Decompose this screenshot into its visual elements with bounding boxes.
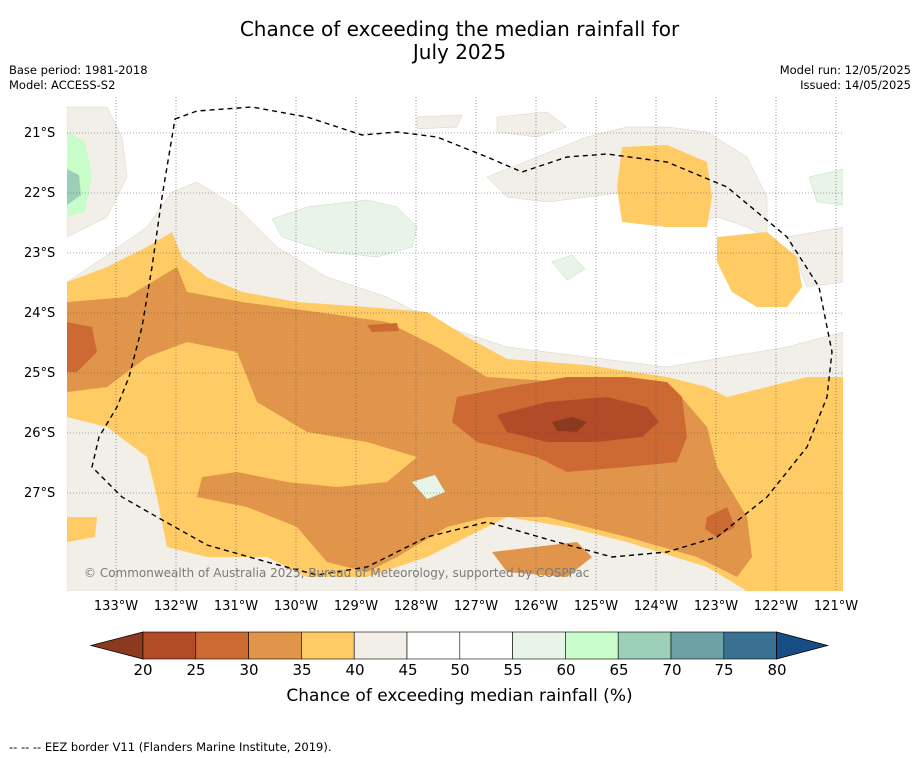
colorbar-segment	[565, 631, 619, 660]
eez-legend-text: -- -- -- EEZ border V11 (Flanders Marine…	[9, 740, 332, 754]
colorbar-tick: 65	[609, 661, 629, 679]
rainfall-map	[67, 97, 843, 591]
lon-label-123w: 123°W	[693, 599, 739, 614]
copyright-text: © Commonwealth of Australia 2025, Bureau…	[84, 566, 590, 580]
colorbar-segment	[142, 631, 197, 660]
lon-label-128w: 128°W	[393, 599, 439, 614]
meta-right: Model run: 12/05/2025 Issued: 14/05/2025	[780, 63, 911, 93]
colorbar-tick: 20	[133, 661, 153, 679]
lon-label-133w: 133°W	[93, 599, 139, 614]
eez-border	[91, 106, 833, 576]
colorbar-segment	[195, 631, 249, 660]
colorbar-tick: 35	[292, 661, 312, 679]
band-65-70	[67, 169, 81, 205]
map-title: Chance of exceeding the median rainfall …	[0, 18, 919, 64]
colorbar-tick: 40	[345, 661, 365, 679]
lat-label-25s: 25°S	[24, 366, 56, 381]
colorbar-arrow-min	[90, 631, 144, 660]
band-below-20	[552, 417, 587, 432]
model-text: Model: ACCESS-S2	[9, 78, 116, 92]
colorbar-segment	[406, 631, 461, 660]
lon-label-124w: 124°W	[633, 599, 679, 614]
colorbar-segment	[617, 631, 672, 660]
colorbar-segment	[512, 631, 566, 660]
lat-label-26s: 26°S	[24, 426, 56, 441]
title-line-2: July 2025	[412, 40, 507, 64]
colorbar-segment	[248, 631, 302, 660]
lat-label-23s: 23°S	[24, 246, 56, 261]
colorbar-segment	[670, 631, 725, 660]
lat-label-21s: 21°S	[24, 126, 56, 141]
lon-label-126w: 126°W	[513, 599, 559, 614]
colorbar-tick: 45	[398, 661, 418, 679]
lon-label-125w: 125°W	[573, 599, 619, 614]
colorbar-tick: 75	[714, 661, 734, 679]
issued-text: Issued: 14/05/2025	[800, 78, 911, 92]
colorbar-segment	[301, 631, 355, 660]
colorbar-label: Chance of exceeding median rainfall (%)	[286, 686, 633, 706]
title-line-1: Chance of exceeding the median rainfall …	[239, 17, 680, 41]
colorbar-arrow-max	[776, 631, 830, 660]
colorbar-tick: 70	[662, 661, 682, 679]
colorbar-tick: 25	[186, 661, 206, 679]
lat-label-24s: 24°S	[24, 306, 56, 321]
band-55-60	[271, 168, 843, 500]
lat-label-22s: 22°S	[24, 186, 56, 201]
lon-label-130w: 130°W	[273, 599, 319, 614]
colorbar-tick: 30	[239, 661, 259, 679]
base-period-text: Base period: 1981-2018	[9, 63, 148, 77]
colorbar	[90, 631, 830, 660]
lon-label-127w: 127°W	[453, 599, 499, 614]
lon-label-122w: 122°W	[753, 599, 799, 614]
colorbar-segment	[353, 631, 408, 660]
lon-label-131w: 131°W	[213, 599, 259, 614]
band-30-35	[67, 267, 752, 577]
colorbar-tick: 55	[503, 661, 523, 679]
colorbar-tick: 50	[450, 661, 470, 679]
lon-label-132w: 132°W	[153, 599, 199, 614]
colorbar-segment	[723, 631, 777, 660]
lon-label-121w: 121°W	[813, 599, 859, 614]
colorbar-segment	[459, 631, 513, 660]
colorbar-tick: 80	[767, 661, 787, 679]
meta-left: Base period: 1981-2018 Model: ACCESS-S2	[9, 63, 148, 93]
model-run-text: Model run: 12/05/2025	[779, 63, 911, 77]
lon-label-129w: 129°W	[333, 599, 379, 614]
lat-label-27s: 27°S	[24, 486, 56, 501]
gridlines	[67, 97, 843, 591]
colorbar-tick: 60	[556, 661, 576, 679]
